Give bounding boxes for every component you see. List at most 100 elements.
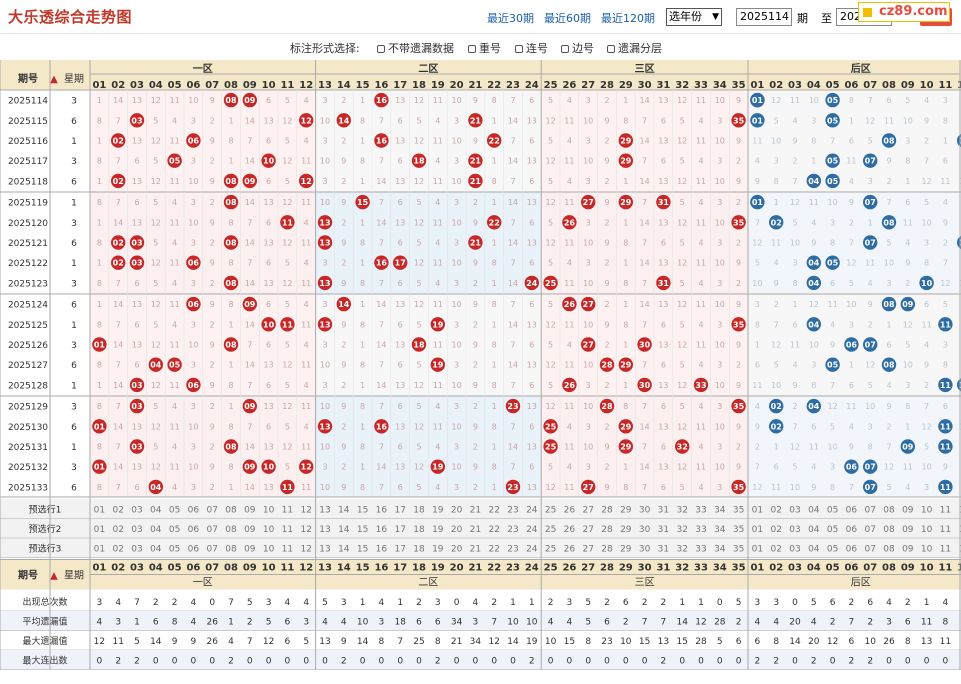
preselect-ball[interactable]: 02 <box>112 544 123 554</box>
checkbox-repeat[interactable]: 重号 <box>468 40 501 56</box>
preselect-ball[interactable]: 15 <box>357 505 368 515</box>
preselect-ball[interactable]: 18 <box>413 544 425 554</box>
preselect-ball[interactable]: 34 <box>714 505 726 515</box>
preselect-ball[interactable]: 18 <box>413 505 425 515</box>
preselect-ball[interactable]: 35 <box>733 525 744 535</box>
preselect-ball[interactable]: 03 <box>789 544 800 554</box>
preselect-ball[interactable]: 02 <box>770 525 781 535</box>
preselect-ball[interactable]: 22 <box>488 525 499 535</box>
preselect-ball[interactable]: 08 <box>225 525 237 535</box>
preselect-ball[interactable]: 06 <box>846 544 858 554</box>
preselect-ball[interactable]: 13 <box>319 544 330 554</box>
preselect-ball[interactable]: 09 <box>244 505 256 515</box>
preselect-ball[interactable]: 01 <box>94 505 105 515</box>
preselect-ball[interactable]: 17 <box>394 525 405 535</box>
preselect-ball[interactable]: 12 <box>300 505 311 515</box>
preselect-ball[interactable]: 21 <box>470 505 481 515</box>
preselect-ball[interactable]: 15 <box>357 525 368 535</box>
preselect-ball[interactable]: 09 <box>244 544 256 554</box>
from-issue-input[interactable]: 2025114 <box>736 8 792 26</box>
preselect-ball[interactable]: 05 <box>827 525 838 535</box>
preselect-ball[interactable]: 13 <box>319 505 330 515</box>
preselect-ball[interactable]: 08 <box>883 525 895 535</box>
preselect-ball[interactable]: 27 <box>582 525 593 535</box>
preselect-ball[interactable]: 23 <box>507 505 518 515</box>
checkbox-layer[interactable]: 遗漏分层 <box>607 40 662 56</box>
preselect-ball[interactable]: 14 <box>338 525 350 535</box>
preselect-ball[interactable]: 32 <box>676 525 687 535</box>
preselect-ball[interactable]: 06 <box>846 505 858 515</box>
preselect-ball[interactable]: 04 <box>150 505 162 515</box>
year-select[interactable]: 选年份 ▼ <box>666 8 722 26</box>
preselect-ball[interactable]: 11 <box>282 505 293 515</box>
preselect-ball[interactable]: 04 <box>808 525 820 535</box>
preselect-ball[interactable]: 19 <box>432 505 444 515</box>
preselect-ball[interactable]: 24 <box>526 525 538 535</box>
preselect-ball[interactable]: 09 <box>902 525 914 535</box>
preselect-ball[interactable]: 11 <box>940 505 951 515</box>
preselect-ball[interactable]: 14 <box>338 544 350 554</box>
preselect-ball[interactable]: 11 <box>282 544 293 554</box>
preselect-ball[interactable]: 08 <box>225 544 237 554</box>
preselect-ball[interactable]: 33 <box>695 505 706 515</box>
preselect-ball[interactable]: 31 <box>658 505 669 515</box>
preselect-ball[interactable]: 11 <box>940 544 951 554</box>
preselect-ball[interactable]: 27 <box>582 544 593 554</box>
preselect-ball[interactable]: 31 <box>658 525 669 535</box>
preselect-ball[interactable]: 16 <box>376 525 388 535</box>
preselect-ball[interactable]: 08 <box>225 505 237 515</box>
preselect-ball[interactable]: 26 <box>564 525 576 535</box>
checkbox-consecutive[interactable]: 连号 <box>515 40 548 56</box>
preselect-ball[interactable]: 26 <box>564 505 576 515</box>
preselect-ball[interactable]: 33 <box>695 525 706 535</box>
preselect-ball[interactable]: 30 <box>639 505 651 515</box>
preselect-ball[interactable]: 10 <box>921 525 933 535</box>
preselect-ball[interactable]: 01 <box>94 544 105 554</box>
preselect-ball[interactable]: 04 <box>808 505 820 515</box>
preselect-ball[interactable]: 02 <box>112 525 123 535</box>
preselect-ball[interactable]: 28 <box>601 544 613 554</box>
preselect-ball[interactable]: 16 <box>376 505 388 515</box>
preselect-ball[interactable]: 10 <box>921 544 933 554</box>
preselect-ball[interactable]: 29 <box>620 505 632 515</box>
preselect-ball[interactable]: 10 <box>921 505 933 515</box>
preselect-ball[interactable]: 05 <box>827 544 838 554</box>
preselect-ball[interactable]: 06 <box>188 505 200 515</box>
preselect-ball[interactable]: 13 <box>319 525 330 535</box>
preselect-ball[interactable]: 28 <box>601 505 613 515</box>
preselect-ball[interactable]: 03 <box>131 525 142 535</box>
preselect-ball[interactable]: 30 <box>639 525 651 535</box>
preselect-ball[interactable]: 29 <box>620 525 632 535</box>
preselect-ball[interactable]: 20 <box>451 525 463 535</box>
preselect-ball[interactable]: 21 <box>470 544 481 554</box>
preselect-ball[interactable]: 25 <box>545 505 556 515</box>
preselect-ball[interactable]: 23 <box>507 544 518 554</box>
preselect-ball[interactable]: 05 <box>827 505 838 515</box>
preselect-ball[interactable]: 14 <box>338 505 350 515</box>
preselect-ball[interactable]: 03 <box>131 544 142 554</box>
preselect-ball[interactable]: 09 <box>902 544 914 554</box>
preselect-ball[interactable]: 20 <box>451 544 463 554</box>
preselect-ball[interactable]: 19 <box>432 525 444 535</box>
preselect-ball[interactable]: 34 <box>714 544 726 554</box>
preselect-ball[interactable]: 22 <box>488 544 499 554</box>
preselect-ball[interactable]: 12 <box>300 525 311 535</box>
preselect-ball[interactable]: 11 <box>282 525 293 535</box>
preselect-ball[interactable]: 31 <box>658 544 669 554</box>
preselect-ball[interactable]: 30 <box>639 544 651 554</box>
preselect-ball[interactable]: 02 <box>112 505 123 515</box>
recent-30-link[interactable]: 最近30期 <box>487 12 534 25</box>
preselect-ball[interactable]: 06 <box>188 525 200 535</box>
preselect-ball[interactable]: 34 <box>714 525 726 535</box>
preselect-ball[interactable]: 11 <box>940 525 951 535</box>
preselect-ball[interactable]: 02 <box>770 544 781 554</box>
preselect-ball[interactable]: 26 <box>564 544 576 554</box>
preselect-ball[interactable]: 16 <box>376 544 388 554</box>
preselect-ball[interactable]: 07 <box>206 544 217 554</box>
preselect-ball[interactable]: 03 <box>131 505 142 515</box>
preselect-ball[interactable]: 17 <box>394 505 405 515</box>
preselect-ball[interactable]: 04 <box>808 544 820 554</box>
preselect-ball[interactable]: 17 <box>394 544 405 554</box>
preselect-ball[interactable]: 03 <box>789 505 800 515</box>
preselect-ball[interactable]: 32 <box>676 544 687 554</box>
